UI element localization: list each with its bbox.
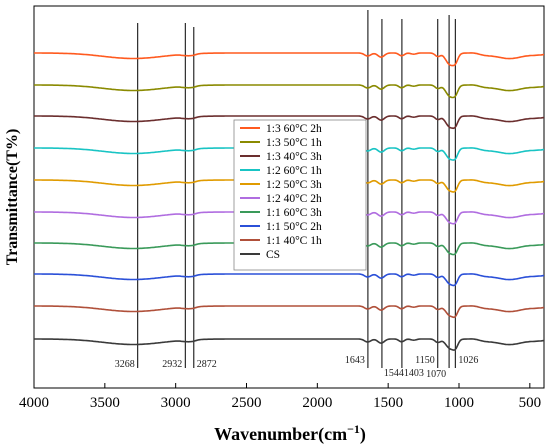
legend-label-6: 1:1 60°C 3h [266,207,322,219]
x-axis-title-unit-sup: −1 [347,422,360,436]
legend-label-8: 1:1 40°C 1h [266,235,322,247]
reference-label-1403: 1403 [404,368,424,379]
x-axis-title-main: Wavenumber [214,424,318,444]
series-line-8 [34,305,545,319]
reference-label-1544: 1544 [384,368,404,379]
legend-label-0: 1:3 60°C 2h [266,123,322,135]
x-tick-label: 4000 [19,395,49,411]
legend-label-5: 1:2 40°C 2h [266,193,322,205]
x-tick-label: 1000 [444,395,474,411]
x-tick-label: 1500 [373,395,403,411]
reference-label-2932: 2932 [162,359,182,370]
series-line-0 [34,52,545,67]
reference-label-1026: 1026 [458,355,478,366]
x-tick-label: 500 [519,395,542,411]
reference-label-1070: 1070 [426,369,446,380]
legend-label-1: 1:3 50°C 1h [266,137,322,149]
reference-label-3268: 3268 [115,359,135,370]
reference-label-1643: 1643 [345,355,365,366]
x-tick-label: 3500 [90,395,120,411]
plot-frame [33,5,545,389]
legend-box [233,119,367,271]
x-tick-label: 3000 [161,395,191,411]
legend: 1:3 60°C 2h 1:3 50°C 1h 1:3 40°C 3h 1:2 60°… [233,119,367,271]
reference-label-1150: 1150 [415,355,435,366]
legend-label-3: 1:2 60°C 1h [266,165,322,177]
series-line-2 [34,115,545,130]
legend-label-9: CS [266,249,280,261]
x-axis-title: Wavenumber(cm−1) [214,422,366,445]
x-tick-label: 2500 [232,395,262,411]
y-axis-title: Transmittance(T%) [4,129,21,266]
series-line-1 [34,84,545,99]
legend-label-7: 1:1 50°C 2h [266,221,322,233]
x-tick-label: 2000 [302,395,332,411]
x-axis-title-unit-open: (cm [318,424,347,445]
series-line-9 [34,338,545,351]
legend-label-4: 1:2 50°C 3h [266,179,322,191]
series-line-7 [34,273,545,287]
reference-label-2872: 2872 [197,359,217,370]
x-axis-title-unit-close: ) [360,424,366,445]
legend-label-2: 1:3 40°C 3h [266,151,322,163]
